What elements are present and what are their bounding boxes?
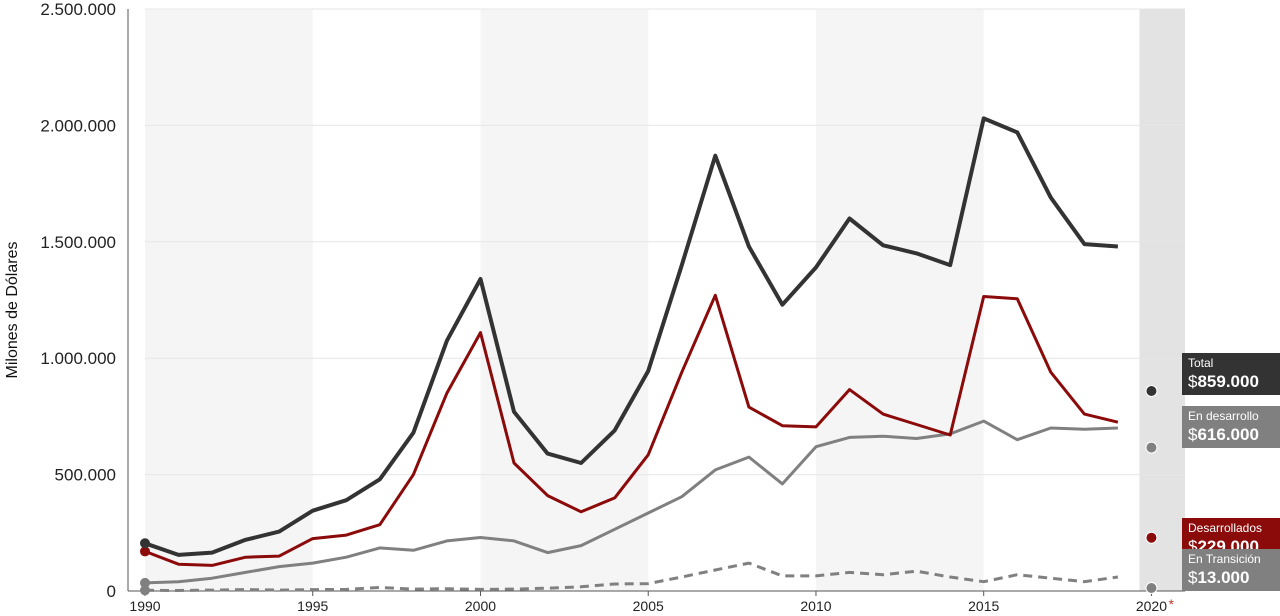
x-tick-label: 2005	[633, 598, 664, 614]
x-tick-label: 2000	[465, 598, 496, 614]
series-lines	[140, 116, 1158, 596]
callout-label: En Transición	[1188, 552, 1261, 566]
start-point-en-desarrollo	[140, 577, 150, 588]
end-point-en-transici-n	[1145, 581, 1158, 594]
shade-band-1	[480, 9, 649, 591]
series-line-total	[144, 116, 1119, 557]
currency-symbol: $	[1188, 425, 1198, 444]
y-tick-label: 500.000	[55, 466, 116, 485]
end-point-desarrollados	[1145, 531, 1158, 544]
y-axis-label: Milones de Dólares	[4, 242, 21, 379]
start-point-desarrollados	[140, 546, 150, 557]
highlight-band-2020	[1139, 9, 1185, 591]
x-tick-label: 2010	[800, 598, 831, 614]
start-point-en-transici-n	[140, 585, 150, 596]
currency-symbol: $	[1188, 568, 1198, 587]
y-axis: 0 500.000 1.000.000 1.500.000 2.000.000 2.500…	[40, 0, 1185, 601]
series-line-en-transici-n	[144, 561, 1119, 592]
x-tick-label: 1990	[129, 598, 160, 614]
background-bands	[145, 9, 1185, 591]
y-tick-label: 2.500.000	[40, 0, 116, 19]
callout-value: $616.000	[1188, 425, 1259, 444]
callout-label: Total	[1188, 356, 1214, 370]
y-tick-label: 1.500.000	[40, 233, 116, 252]
callout-en-transici-n: En Transición $13.000	[1182, 549, 1280, 591]
callout-value: $859.000	[1188, 372, 1259, 391]
x-axis: 1990 1995 2000 2005 2010 2015 2020 *	[129, 591, 1174, 614]
currency-symbol: $	[1188, 372, 1198, 391]
callout-value: $13.000	[1188, 568, 1250, 587]
callout-label: En desarrollo	[1188, 409, 1259, 423]
shade-band-0	[145, 9, 313, 591]
callout-en-desarrollo: En desarrollo $616.000	[1182, 406, 1280, 448]
end-point-en-desarrollo	[1145, 441, 1158, 454]
y-tick-label: 0	[107, 582, 116, 601]
callout-total: Total $859.000	[1182, 353, 1280, 395]
shade-band-2	[815, 9, 984, 591]
start-point-total	[140, 538, 150, 549]
y-tick-label: 1.000.000	[40, 349, 116, 368]
x-tick-label: 2020	[1136, 598, 1167, 614]
callout-label: Desarrollados	[1188, 521, 1263, 535]
x-tick-label: 2015	[968, 598, 999, 614]
x-tick-label: 1995	[297, 598, 328, 614]
currency-symbol: $	[1188, 537, 1198, 556]
y-tick-label: 2.000.000	[40, 116, 116, 135]
series-line-desarrollados	[144, 293, 1119, 567]
series-line-en-desarrollo	[144, 419, 1118, 585]
end-point-total	[1145, 385, 1158, 398]
x-note-marker: *	[1168, 596, 1174, 612]
